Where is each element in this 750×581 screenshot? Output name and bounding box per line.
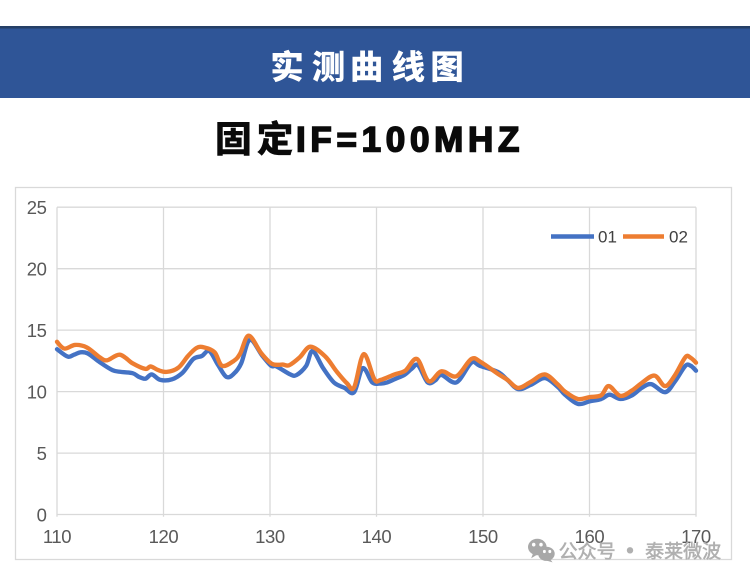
svg-text:5: 5 [37,443,47,464]
svg-text:10: 10 [27,381,47,402]
svg-text:170: 170 [681,526,711,547]
svg-text:140: 140 [362,526,392,547]
svg-text:02: 02 [669,228,688,247]
svg-text:150: 150 [468,526,498,547]
svg-text:0: 0 [37,504,47,525]
svg-text:110: 110 [43,526,71,547]
svg-text:20: 20 [27,259,47,280]
svg-text:15: 15 [27,320,47,341]
svg-text:25: 25 [27,197,47,218]
svg-text:01: 01 [598,228,617,247]
svg-text:IF=100MHZ: IF=100MHZ [296,121,524,160]
svg-text:160: 160 [575,526,605,547]
svg-text:120: 120 [149,526,179,547]
svg-text:130: 130 [255,526,285,547]
